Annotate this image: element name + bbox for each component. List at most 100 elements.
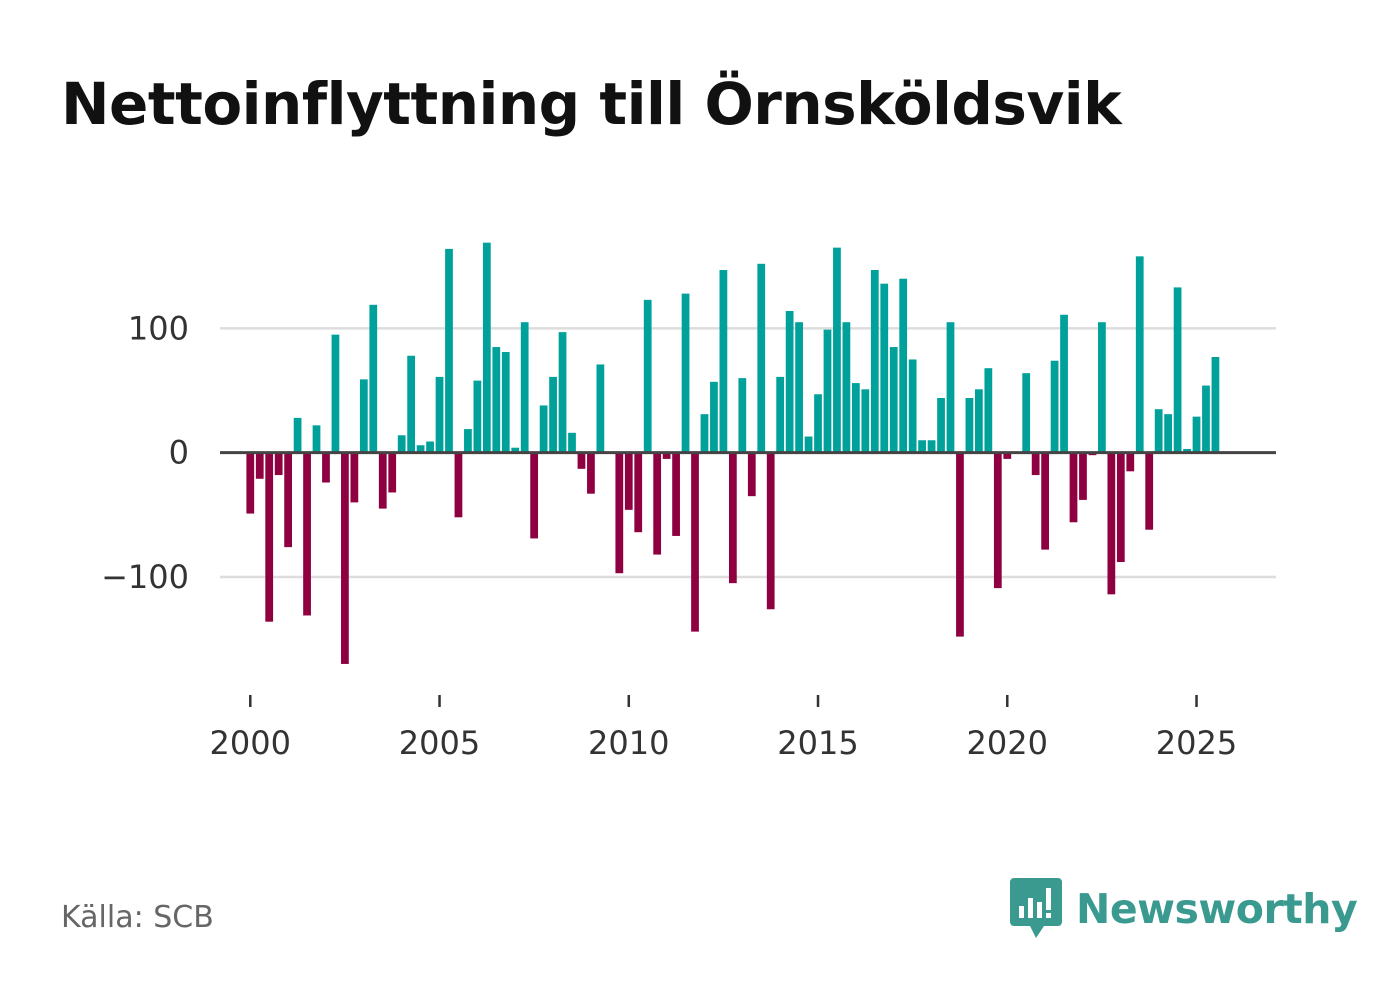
bar-negative: [1116, 452, 1125, 563]
bar-positive: [397, 435, 406, 453]
bar-negative: [454, 452, 463, 518]
bar-positive: [975, 389, 983, 453]
bar-positive: [710, 381, 718, 453]
x-tick-label: 2000: [210, 724, 291, 762]
bar-positive: [359, 379, 368, 453]
bar-positive: [596, 364, 605, 453]
x-axis: 2000 2005 2010 2015 2020 2025: [210, 695, 1237, 762]
bar-positive: [312, 425, 321, 453]
bar-negative: [350, 452, 359, 503]
bar-negative: [1069, 452, 1078, 523]
bar-negative: [378, 452, 387, 509]
bar-positive: [1050, 360, 1059, 453]
bar-positive: [539, 405, 548, 453]
bar-positive: [814, 394, 822, 453]
bar-positive: [757, 263, 766, 453]
bar-negative: [1107, 452, 1116, 595]
bar-positive: [833, 247, 841, 453]
bar-positive: [1202, 385, 1210, 453]
bar-negative: [1041, 452, 1049, 550]
bar-negative: [956, 452, 964, 637]
bar-positive: [738, 378, 747, 453]
bar-positive: [776, 376, 785, 453]
bar-negative: [246, 452, 255, 514]
bar-negative: [653, 452, 662, 555]
bar-positive: [823, 329, 832, 453]
source-label: Källa: SCB: [61, 900, 214, 935]
bar-positive: [473, 380, 482, 453]
bar-positive: [700, 414, 709, 453]
bar-positive: [908, 359, 917, 453]
bar-positive: [946, 322, 955, 453]
x-tick-label: 2025: [1156, 724, 1237, 762]
bar-negative: [993, 452, 1002, 589]
bar-positive: [681, 293, 690, 453]
bar-positive: [1060, 314, 1068, 453]
bar-positive: [492, 347, 501, 453]
bar-positive: [416, 445, 425, 453]
bar-positive: [719, 270, 728, 453]
bar-positive: [1173, 287, 1182, 453]
bar-negative: [662, 452, 671, 459]
y-tick-label: 100: [128, 309, 189, 347]
bar-negative: [265, 452, 274, 622]
bar-positive: [965, 398, 974, 453]
bar-positive: [1164, 414, 1173, 453]
x-tick-label: 2005: [399, 724, 480, 762]
bar-negative: [530, 452, 539, 539]
x-tick-label: 2010: [588, 724, 669, 762]
bars: [246, 242, 1220, 664]
bar-positive: [293, 417, 302, 453]
bar-positive: [1098, 322, 1106, 453]
bar-negative: [303, 452, 311, 616]
bar-positive: [435, 376, 444, 453]
bar-positive: [1183, 448, 1191, 453]
newsworthy-logo[interactable]: Newsworthy: [1010, 878, 1358, 940]
bar-positive: [870, 270, 879, 453]
bar-positive: [407, 355, 416, 453]
bar-negative: [672, 452, 680, 536]
bar-negative: [274, 452, 283, 476]
bar-positive: [558, 332, 567, 453]
y-tick-label: 0: [169, 434, 189, 472]
bar-negative: [341, 452, 349, 664]
bar-negative: [615, 452, 624, 574]
y-tick-label: −100: [101, 558, 189, 596]
bar-positive: [785, 311, 794, 453]
bar-positive: [520, 322, 529, 453]
bar-positive: [1135, 256, 1144, 453]
bar-positive: [464, 429, 472, 453]
bar-positive: [1192, 416, 1201, 453]
bar-negative: [322, 452, 330, 483]
bar-positive: [880, 283, 889, 453]
bar-positive: [1022, 373, 1031, 453]
bar-positive: [331, 334, 340, 453]
bar-positive: [861, 389, 870, 453]
bar-negative: [1003, 452, 1012, 459]
bar-positive: [426, 441, 434, 453]
bar-positive: [482, 242, 491, 453]
bar-positive: [927, 440, 936, 453]
bar-positive: [369, 304, 378, 453]
x-tick-label: 2015: [777, 724, 858, 762]
bar-negative: [728, 452, 737, 584]
bar-negative: [577, 452, 586, 469]
bar-positive: [889, 347, 898, 453]
bar-positive: [501, 352, 510, 453]
brand-name: Newsworthy: [1076, 885, 1358, 933]
bar-negative: [1145, 452, 1154, 530]
bar-positive: [899, 278, 908, 453]
bar-negative: [624, 452, 633, 510]
bar-positive: [842, 322, 851, 453]
bar-positive: [851, 383, 860, 453]
bar-positive: [1154, 409, 1163, 453]
bar-positive: [445, 248, 453, 453]
bar-positive: [918, 440, 926, 453]
bar-negative: [747, 452, 756, 497]
bar-negative: [255, 452, 264, 479]
y-axis: 100 0 −100: [101, 309, 189, 596]
bar-positive: [568, 432, 576, 453]
bar-negative: [766, 452, 775, 610]
bar-negative: [284, 452, 293, 548]
bar-negative: [1079, 452, 1087, 500]
